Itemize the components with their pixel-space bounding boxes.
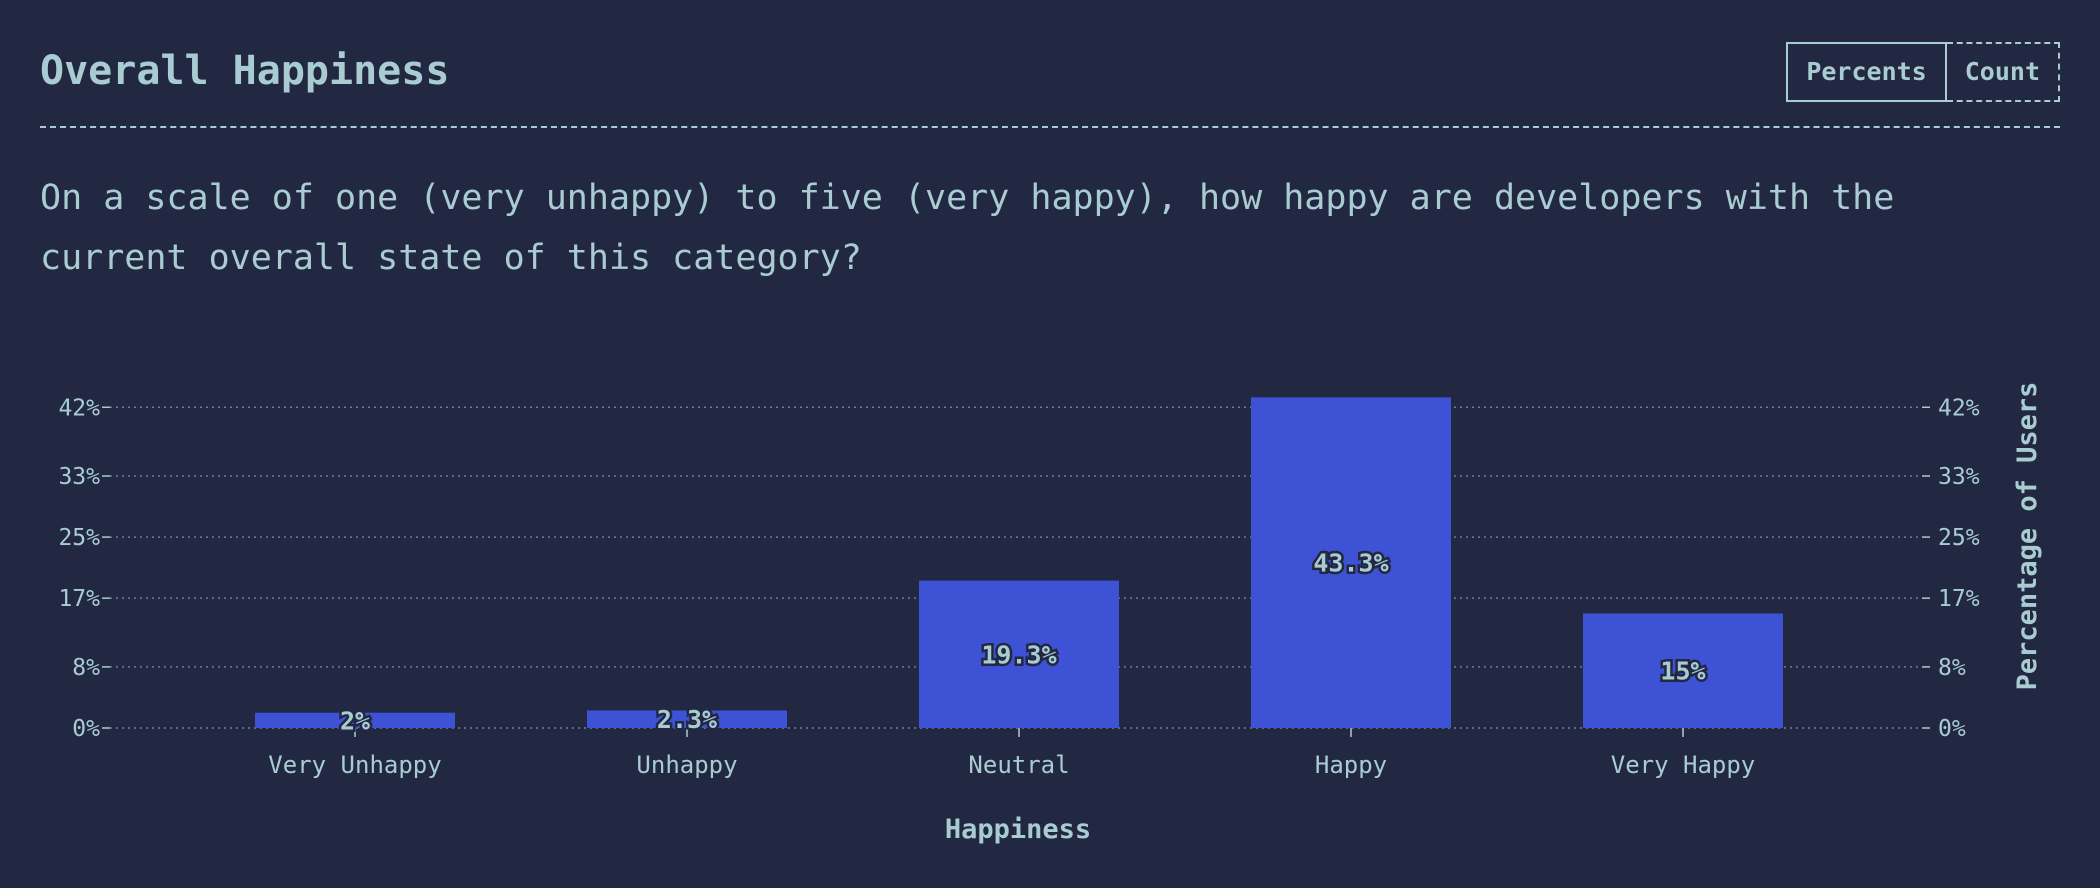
y-tick-label-right: 25% [1938,525,1980,551]
y-tick-label-left: 33% [58,464,100,490]
chart-title: Overall Happiness [40,48,450,94]
bar [1583,613,1783,728]
y-axis-title: Percentage of Users [2012,382,2043,691]
x-tick-label: Neutral [968,751,1069,779]
x-axis-title: Happiness [945,814,1091,845]
y-tick-label-right: 0% [1938,716,1966,742]
count-toggle-button[interactable]: Count [1946,42,2060,102]
x-tick-label: Very Happy [1611,751,1756,779]
bar-value-label: 43.3% [1313,549,1388,578]
y-tick-label-left: 0% [72,716,100,742]
bar [587,710,787,728]
x-tick-label: Unhappy [636,751,737,779]
percents-toggle-button[interactable]: Percents [1786,42,1947,102]
x-tick-label: Very Unhappy [268,751,441,779]
bar [919,580,1119,728]
y-tick-label-right: 8% [1938,655,1966,681]
bar-value-label: 2% [340,706,370,735]
bar [1251,397,1451,728]
y-tick-label-right: 33% [1938,464,1980,490]
x-tick-label: Happy [1315,751,1387,779]
y-tick-label-right: 42% [1938,395,1980,421]
bar-value-label: 15% [1660,657,1705,686]
y-tick-label-right: 17% [1938,586,1980,612]
percent-count-toggle: Percents Count [1786,42,2060,102]
bar [255,712,455,728]
bar-value-label: 2.3% [657,705,717,734]
y-tick-label-left: 42% [58,395,100,421]
y-tick-label-left: 8% [72,655,100,681]
bar-value-label: 19.3% [981,640,1056,669]
survey-question: On a scale of one (very unhappy) to five… [40,178,1895,278]
y-tick-label-left: 25% [58,525,100,551]
chart-header: Overall Happiness Percents Count [40,34,2060,128]
y-tick-label-left: 17% [58,586,100,612]
